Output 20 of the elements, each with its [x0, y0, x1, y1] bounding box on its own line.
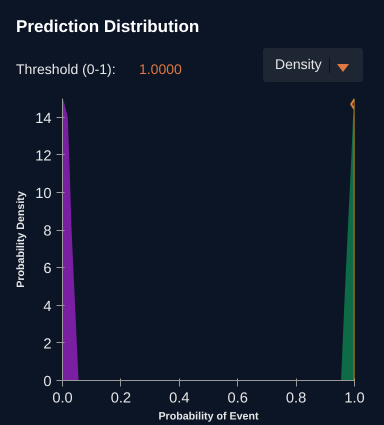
- x-tick-label: 0.8: [286, 390, 306, 406]
- y-tick-label: 8: [43, 224, 52, 240]
- x-axis-title: Probability of Event: [158, 410, 259, 422]
- y-tick-label: 4: [43, 298, 52, 315]
- text: Density: [275, 55, 323, 74]
- chart-title: Prediction Distribution: [16, 16, 200, 38]
- text: 1.0000: [139, 60, 182, 79]
- y-tick-label: 10: [35, 186, 52, 202]
- y-tick-label: 0: [43, 374, 52, 390]
- x-tick-label: 0.6: [228, 390, 248, 406]
- text: Threshold (0-1):: [16, 60, 116, 79]
- y-tick-label: 2: [43, 336, 52, 352]
- y-tick-label: 14: [35, 110, 52, 127]
- x-tick-label: 1.0: [344, 390, 365, 406]
- x-tick-label: 0.0: [52, 390, 73, 406]
- y-tick-label: 12: [35, 148, 52, 164]
- y-axis-title: Probability Density: [15, 191, 28, 288]
- x-tick-label: 0.2: [110, 390, 132, 406]
- x-tick-label: 0.4: [169, 390, 190, 406]
- y-tick-label: 6: [43, 261, 52, 278]
